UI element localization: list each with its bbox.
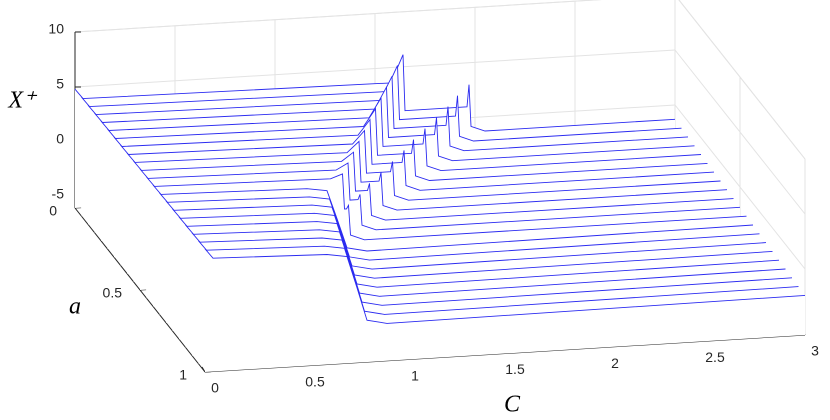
curve	[146, 173, 747, 241]
c-axis-title: C	[504, 392, 521, 418]
c-tick-label: 2.5	[705, 349, 725, 365]
curve	[81, 65, 682, 142]
curve	[87, 76, 689, 152]
curve	[94, 85, 695, 162]
a-axis-title: a	[69, 294, 81, 320]
curve-fill	[205, 248, 805, 372]
z-axis-title: X⁺	[7, 88, 38, 114]
curve	[133, 151, 734, 221]
curve	[107, 107, 708, 181]
z-tick-label: 0	[56, 131, 64, 147]
curve	[113, 118, 715, 191]
a-tick-label: 1	[179, 367, 187, 383]
curve	[100, 96, 702, 172]
a-tick-label: 0.5	[103, 285, 123, 301]
c-tick	[201, 366, 206, 373]
curve	[152, 184, 754, 252]
c-tick-label: 1.5	[505, 361, 525, 377]
z-tick-label: 10	[48, 21, 64, 37]
c-tick-label: 0	[211, 380, 219, 396]
c-tick-label: 3	[811, 343, 819, 359]
a-tick-label: 0	[49, 203, 57, 219]
curve	[74, 54, 676, 132]
curve	[139, 162, 741, 231]
c-tick-label: 2	[611, 355, 619, 371]
c-tick-label: 0.5	[305, 374, 325, 390]
c-tick-label: 1	[411, 367, 419, 383]
z-tick-label: 5	[56, 76, 64, 92]
z-tick-label: -5	[52, 186, 65, 202]
curve	[126, 140, 728, 211]
curve	[204, 248, 806, 324]
curve	[120, 129, 721, 201]
